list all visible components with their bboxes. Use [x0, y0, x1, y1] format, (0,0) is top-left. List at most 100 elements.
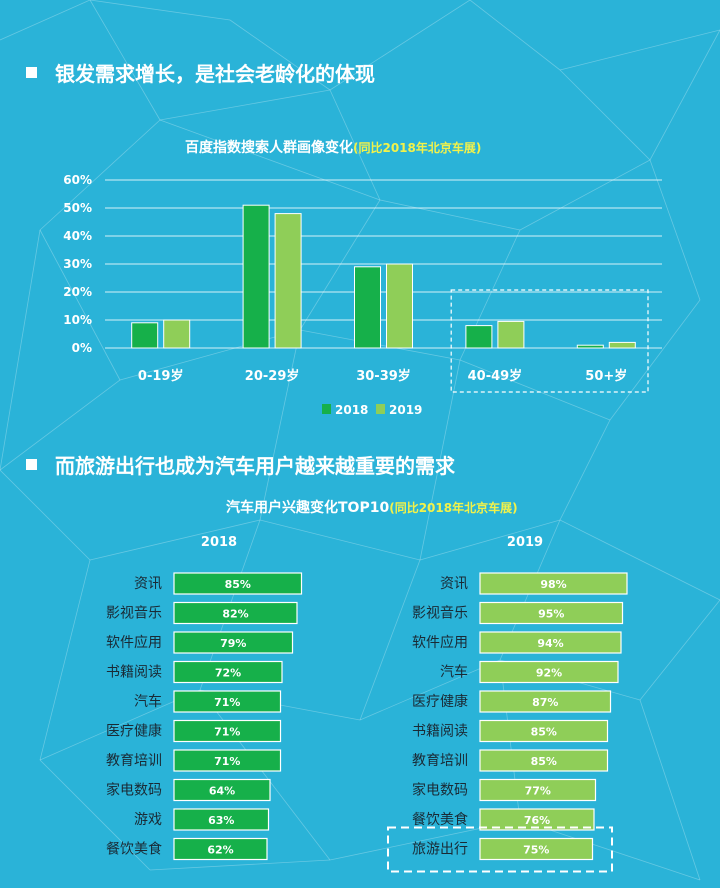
y-tick-label: 60%: [63, 173, 92, 187]
bar-value-label: 79%: [220, 637, 246, 650]
category-label: 软件应用: [412, 634, 468, 651]
background-line: [419, 519, 561, 561]
background-line: [39, 759, 151, 871]
bar-value-label: 85%: [531, 726, 557, 739]
bar-2019-1: [274, 213, 302, 349]
y-tick-label: 40%: [63, 229, 92, 243]
category-label: 医疗健康: [412, 693, 468, 710]
category-label: 医疗健康: [106, 723, 162, 740]
y-tick-label: 0%: [72, 341, 92, 355]
category-label: 资讯: [134, 576, 162, 592]
bar-2019-0: [479, 572, 628, 595]
bar-2018-3: [465, 325, 493, 349]
legend-label: 2019: [389, 403, 422, 417]
background-line: [119, 329, 301, 381]
age-group-bar-chart: 0% 10% 20% 30% 40% 50% 60% 0-19岁 20-29岁 30-39岁 40-…: [63, 173, 662, 417]
bar-2019-8: [479, 808, 595, 831]
x-tick-label: 50+岁: [585, 368, 627, 384]
bar-2018-2: [354, 266, 381, 349]
square-bullet-icon: [26, 459, 37, 470]
background-line: [159, 89, 331, 121]
bar-2019-0: [163, 319, 191, 349]
y-tick-label: 30%: [63, 257, 92, 271]
background-line: [259, 519, 421, 561]
background-line: [159, 119, 381, 201]
background-line: [469, 0, 561, 71]
bar-value-label: 63%: [208, 814, 234, 827]
bar-value-label: 71%: [214, 726, 240, 739]
y-tick-label: 20%: [63, 285, 92, 299]
chart-title-search-population: 百度指数搜索人群画像变化(同比2018年北京车展): [185, 137, 481, 157]
bar-value-label: 85%: [531, 755, 557, 768]
category-label: 教育培训: [412, 753, 468, 769]
category-label: 餐饮美食: [412, 811, 468, 828]
background-line: [199, 689, 331, 861]
bar-2018-0: [173, 572, 303, 595]
chart-title-text: 汽车用户兴趣变化TOP10: [226, 500, 390, 516]
background-line: [379, 199, 521, 231]
background-line: [559, 69, 651, 161]
bar-value-label: 94%: [537, 637, 563, 650]
bar-2019-3: [497, 320, 525, 349]
background-line: [39, 689, 201, 761]
x-tick-label: 0-19岁: [138, 368, 184, 384]
x-tick-label: 30-39岁: [356, 368, 411, 384]
category-label: 软件应用: [106, 634, 162, 651]
bar-2018-8: [173, 808, 270, 831]
y-tick-label: 50%: [63, 201, 92, 215]
bar-2019-4: [608, 341, 636, 349]
section-heading-text: 银发需求增长，是社会老龄化的体现: [55, 62, 375, 86]
bar-value-label: 72%: [215, 667, 241, 680]
bar-2019-5: [479, 719, 609, 743]
bar-value-label: 98%: [540, 578, 566, 591]
background-line: [259, 329, 301, 521]
bar-value-label: 64%: [209, 785, 235, 798]
legend-swatch: [322, 404, 331, 414]
section-heading-aging: 银发需求增长，是社会老龄化的体现: [26, 58, 375, 87]
bar-2019-6: [479, 749, 609, 772]
bar-value-label: 87%: [532, 696, 558, 709]
background-line: [89, 519, 261, 561]
bar-value-label: 92%: [536, 667, 562, 680]
background-line: [329, 0, 471, 91]
bar-2018-7: [173, 778, 271, 802]
highlight-box: [450, 289, 649, 393]
highlight-box: [387, 826, 613, 873]
square-bullet-icon: [26, 67, 37, 78]
background-line: [419, 359, 461, 561]
section-heading-text: 而旅游出行也成为汽车用户越来越重要的需求: [55, 454, 455, 478]
bar-2019-9: [479, 837, 594, 861]
background-line: [559, 29, 720, 71]
bar-value-label: 71%: [214, 755, 240, 768]
background-line: [649, 29, 720, 161]
background-line: [639, 699, 701, 881]
background-line: [299, 199, 381, 331]
bar-value-label: 77%: [525, 785, 551, 798]
category-label: 家电数码: [106, 782, 162, 799]
panel-year-header: 2019: [507, 535, 543, 550]
background-line: [359, 559, 421, 721]
category-label: 影视音乐: [412, 605, 468, 622]
x-tick-label: 40-49岁: [468, 368, 523, 384]
bar-2019-2: [386, 263, 413, 349]
background-line: [0, 229, 41, 471]
background-line: [39, 119, 161, 231]
category-label: 家电数码: [412, 782, 468, 799]
background-line: [329, 89, 381, 201]
background-line: [39, 559, 91, 761]
background-line: [0, 379, 121, 471]
bar-value-label: 75%: [523, 844, 549, 857]
interest-top10-bar-chart: 2018 资讯 85% 影视音乐 82% 软件应用 79% 书籍阅读 72% 汽车 71% 医疗健康 7…: [106, 535, 628, 873]
background-line: [609, 299, 701, 421]
background-line: [649, 159, 701, 301]
category-label: 旅游出行: [412, 842, 468, 858]
background-line: [229, 19, 331, 91]
chart-subtitle: (同比2018年北京车展): [353, 141, 482, 155]
background-line: [39, 229, 121, 381]
bar-2019-1: [479, 601, 624, 625]
background-line: [0, 469, 91, 561]
category-label: 书籍阅读: [412, 723, 468, 740]
bar-2018-3: [173, 660, 283, 684]
bar-2019-2: [479, 631, 622, 654]
category-label: 汽车: [134, 693, 162, 710]
